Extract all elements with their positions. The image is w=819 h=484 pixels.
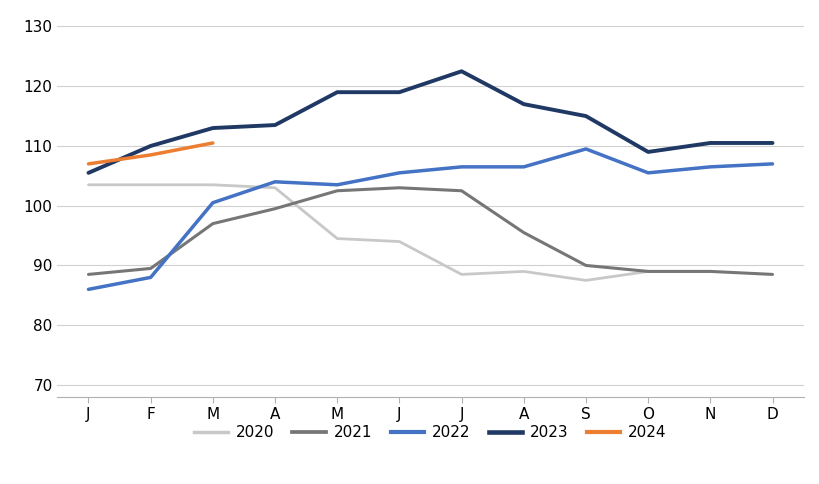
2022 [456, 164, 466, 170]
2021 [208, 221, 218, 227]
2022 [518, 164, 528, 170]
2020 [146, 182, 156, 188]
2021 [518, 230, 528, 236]
2022 [84, 287, 93, 292]
Line: 2023: 2023 [88, 71, 771, 173]
2020 [208, 182, 218, 188]
Line: 2020: 2020 [88, 185, 709, 280]
2023 [269, 122, 279, 128]
2021 [394, 185, 404, 191]
2023 [518, 101, 528, 107]
2023 [642, 149, 652, 155]
2022 [208, 200, 218, 206]
2022 [146, 274, 156, 280]
2023 [767, 140, 776, 146]
2023 [332, 89, 342, 95]
2021 [642, 269, 652, 274]
2022 [269, 179, 279, 185]
2021 [767, 272, 776, 277]
2023 [394, 89, 404, 95]
2022 [642, 170, 652, 176]
2020 [394, 239, 404, 244]
2020 [642, 269, 652, 274]
2021 [84, 272, 93, 277]
2023 [146, 143, 156, 149]
2023 [581, 113, 590, 119]
2020 [456, 272, 466, 277]
2023 [456, 68, 466, 74]
Legend: 2020, 2021, 2022, 2023, 2024: 2020, 2021, 2022, 2023, 2024 [188, 419, 672, 447]
2024 [146, 152, 156, 158]
Line: 2021: 2021 [88, 188, 771, 274]
2020 [704, 269, 714, 274]
2022 [767, 161, 776, 167]
2022 [332, 182, 342, 188]
2020 [269, 185, 279, 191]
2023 [704, 140, 714, 146]
2020 [518, 269, 528, 274]
2023 [208, 125, 218, 131]
2023 [84, 170, 93, 176]
2020 [581, 277, 590, 283]
2021 [269, 206, 279, 212]
2021 [704, 269, 714, 274]
2024 [84, 161, 93, 167]
2022 [581, 146, 590, 152]
2021 [146, 266, 156, 272]
2021 [581, 262, 590, 268]
2020 [84, 182, 93, 188]
2021 [456, 188, 466, 194]
2022 [394, 170, 404, 176]
2020 [332, 236, 342, 242]
2022 [704, 164, 714, 170]
2021 [332, 188, 342, 194]
Line: 2024: 2024 [88, 143, 213, 164]
Line: 2022: 2022 [88, 149, 771, 289]
2024 [208, 140, 218, 146]
